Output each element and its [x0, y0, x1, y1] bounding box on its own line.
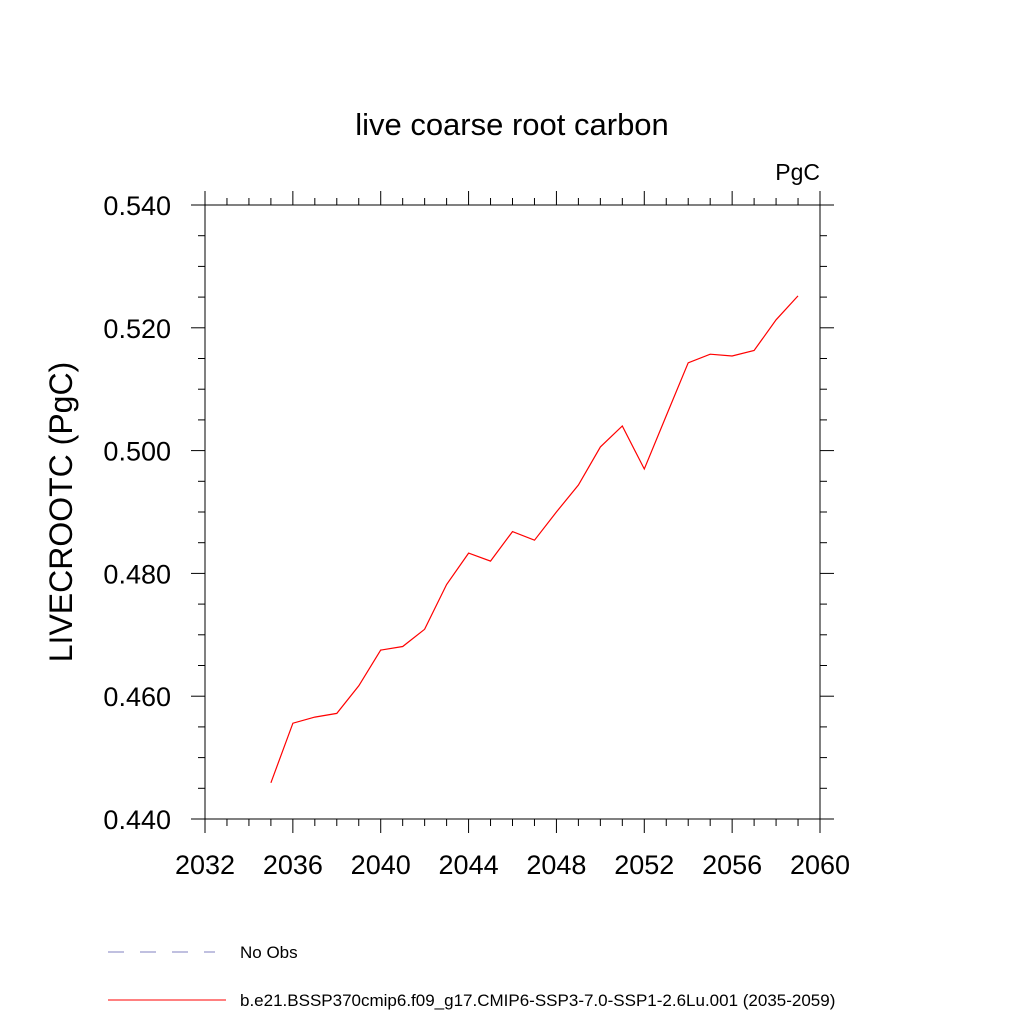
x-tick-label: 2040 — [351, 850, 411, 880]
x-tick-label: 2060 — [790, 850, 850, 880]
y-tick-label: 0.520 — [103, 314, 171, 344]
y-axis-label: LIVECROOTC (PgC) — [43, 362, 79, 662]
x-tick-label: 2052 — [614, 850, 674, 880]
x-tick-label: 2036 — [263, 850, 323, 880]
x-tick-label: 2056 — [702, 850, 762, 880]
chart-title: live coarse root carbon — [355, 107, 669, 142]
legend-label: b.e21.BSSP370cmip6.f09_g17.CMIP6-SSP3-7.… — [240, 991, 835, 1010]
x-tick-label: 2032 — [175, 850, 235, 880]
legend-label: No Obs — [240, 943, 298, 962]
x-tick-label: 2048 — [526, 850, 586, 880]
units-label: PgC — [775, 159, 820, 185]
plot-frame — [204, 204, 821, 820]
series-line — [270, 295, 799, 784]
y-tick-label: 0.540 — [103, 191, 171, 221]
y-tick-label: 0.460 — [103, 682, 171, 712]
plot-area: 2032 2036 2040 2044 2048 2052 2056 2060 0.440 0.4… — [103, 191, 850, 880]
legend: No Obs b.e21.BSSP370cmip6.f09_g17.CMIP6-S… — [108, 943, 835, 1010]
y-tick-label: 0.440 — [103, 805, 171, 835]
y-tick-label: 0.500 — [103, 437, 171, 467]
y-tick-label: 0.480 — [103, 559, 171, 589]
x-tick-label: 2044 — [439, 850, 499, 880]
